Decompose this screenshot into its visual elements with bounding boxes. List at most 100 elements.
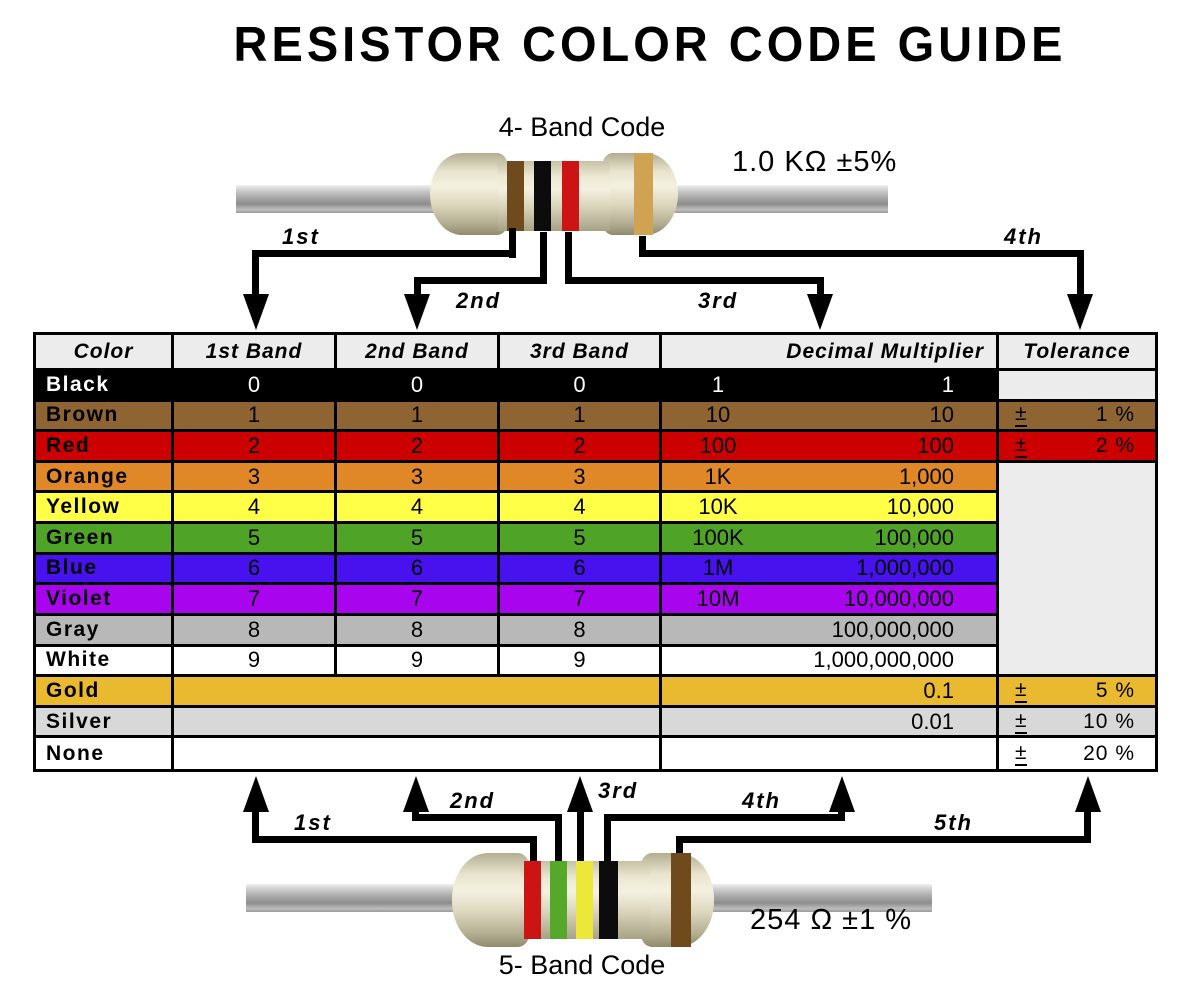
cell-green-name: Green — [36, 524, 174, 555]
band-black — [599, 861, 618, 939]
cell-violet-band2: 7 — [337, 585, 500, 616]
arrow-bottom-5th-vline — [1084, 810, 1091, 838]
arrow-top-3rd-vline — [817, 284, 824, 296]
five-band-resistor-value: 254 Ω ±1 % — [750, 904, 913, 936]
cell-orange-band1: 3 — [174, 462, 337, 494]
arrow-top-2nd-hline — [414, 277, 547, 284]
cell-violet-multiplier: 10M 10,000,000 — [662, 585, 999, 616]
arrow-top-2nd-head-icon — [404, 294, 430, 330]
cell-silver-bands-merged — [174, 707, 662, 739]
cell-red-multiplier: 100 100 — [662, 432, 999, 463]
band-red — [562, 161, 579, 231]
arrow-top-4th-hline — [639, 250, 1084, 257]
band-gold — [634, 153, 653, 235]
header-decimal-multiplier: Decimal Multiplier — [662, 335, 999, 371]
cell-yellow-band3: 4 — [500, 493, 662, 525]
arrow-bottom-2nd-label: 2nd — [450, 788, 496, 813]
cell-orange-multiplier: 1K 1,000 — [662, 462, 999, 494]
cell-blue-band2: 6 — [337, 554, 500, 586]
cell-brown-band2: 1 — [337, 401, 500, 433]
cell-blue-multiplier: 1M 1,000,000 — [662, 554, 999, 586]
cell-red-band3: 2 — [500, 432, 662, 463]
arrow-top-1st-label: 1st — [282, 224, 320, 249]
arrow-bottom-4th-hline — [604, 814, 845, 821]
cell-silver-name: Silver — [36, 707, 174, 739]
cell-brown-multiplier: 10 10 — [662, 401, 999, 433]
cell-tolerance-merged-empty — [999, 462, 1155, 678]
cell-white-band2: 9 — [337, 646, 500, 678]
cell-gold-multiplier: 0.1 — [662, 677, 999, 708]
cell-violet-band1: 7 — [174, 585, 337, 616]
multiplier-short: 10 — [705, 402, 731, 428]
multiplier-long: 1 — [941, 371, 954, 397]
header-color: Color — [36, 335, 174, 371]
cell-green-band1: 5 — [174, 524, 337, 555]
multiplier-short: 100 — [699, 433, 737, 459]
header-tolerance: Tolerance — [999, 335, 1155, 371]
tolerance-value: 5 % — [1095, 678, 1135, 702]
arrow-top-1st-vline — [252, 257, 259, 299]
arrow-bottom-1st-label: 1st — [294, 810, 332, 835]
cell-green-band3: 5 — [500, 524, 662, 555]
cell-black-name: Black — [36, 371, 174, 402]
arrow-bottom-1st-head-icon — [243, 776, 269, 812]
cell-brown-name: Brown — [36, 401, 174, 433]
cell-silver-multiplier: 0.01 — [662, 707, 999, 739]
multiplier-long: 10 — [929, 402, 954, 428]
plus-minus-symbol: ± — [1015, 741, 1027, 766]
multiplier-long: 100,000 — [874, 524, 954, 550]
cell-orange-band3: 3 — [500, 462, 662, 494]
cell-gray-band3: 8 — [500, 615, 662, 647]
cell-blue-band3: 6 — [500, 554, 662, 586]
multiplier-long: 1,000,000 — [856, 555, 954, 581]
arrow-bottom-2nd-hline — [412, 814, 562, 821]
arrow-top-1st-stub — [509, 228, 516, 258]
band-brown — [671, 853, 691, 947]
cell-yellow-multiplier: 10K 10,000 — [662, 493, 999, 525]
cell-none-multiplier — [662, 738, 999, 769]
cell-black-band2: 0 — [337, 371, 500, 402]
arrow-top-4th-label: 4th — [1004, 224, 1043, 249]
band-brown — [507, 161, 524, 231]
arrow-top-4th-vline — [1077, 257, 1084, 299]
arrow-bottom-2nd-head-icon — [403, 776, 429, 812]
header-3rd-band: 3rd Band — [500, 335, 662, 371]
plus-minus-symbol: ± — [1015, 433, 1027, 459]
cell-red-band1: 2 — [174, 432, 337, 463]
tolerance-value: 10 % — [1083, 709, 1135, 733]
arrow-top-1st-head-icon — [243, 294, 269, 330]
cell-brown-band1: 1 — [174, 401, 337, 433]
cell-white-multiplier: 1,000,000,000 — [662, 646, 999, 678]
multiplier-long: 0.1 — [923, 677, 954, 703]
multiplier-long: 10,000,000 — [843, 586, 954, 612]
cell-yellow-name: Yellow — [36, 493, 174, 525]
cell-gold-bands-merged — [174, 677, 662, 708]
cell-blue-band1: 6 — [174, 554, 337, 586]
arrow-bottom-5th-hline — [676, 836, 1091, 843]
color-code-table: Color 1st Band 2nd Band 3rd Band Decimal… — [33, 332, 1158, 772]
cell-gray-band1: 8 — [174, 615, 337, 647]
multiplier-short: 10M — [696, 586, 740, 612]
cell-green-multiplier: 100K 100,000 — [662, 524, 999, 555]
cell-brown-band3: 1 — [500, 401, 662, 433]
cell-violet-band3: 7 — [500, 585, 662, 616]
cell-red-tolerance: ±2 % — [999, 432, 1155, 463]
tolerance-value: 1 % — [1095, 403, 1135, 427]
four-band-code-label: 4- Band Code — [498, 112, 666, 142]
cell-gray-band2: 8 — [337, 615, 500, 647]
arrow-bottom-1st-stub — [530, 843, 537, 863]
arrow-bottom-4th-label: 4th — [742, 788, 781, 813]
multiplier-long: 100,000,000 — [831, 616, 954, 642]
plus-minus-symbol: ± — [1015, 678, 1027, 703]
cell-white-band1: 9 — [174, 646, 337, 678]
plus-minus-symbol: ± — [1015, 403, 1027, 428]
cell-yellow-band1: 4 — [174, 493, 337, 525]
page-title: RESISTOR COLOR CODE GUIDE — [233, 15, 1067, 72]
five-band-code-label: 5- Band Code — [498, 950, 666, 980]
cell-gold-tolerance: ±5 % — [999, 677, 1155, 708]
multiplier-long: 10,000 — [886, 494, 954, 520]
cell-green-band2: 5 — [337, 524, 500, 555]
band-red — [524, 861, 541, 939]
cell-none-name: None — [36, 738, 174, 769]
arrow-bottom-4th-head-icon — [829, 776, 855, 812]
